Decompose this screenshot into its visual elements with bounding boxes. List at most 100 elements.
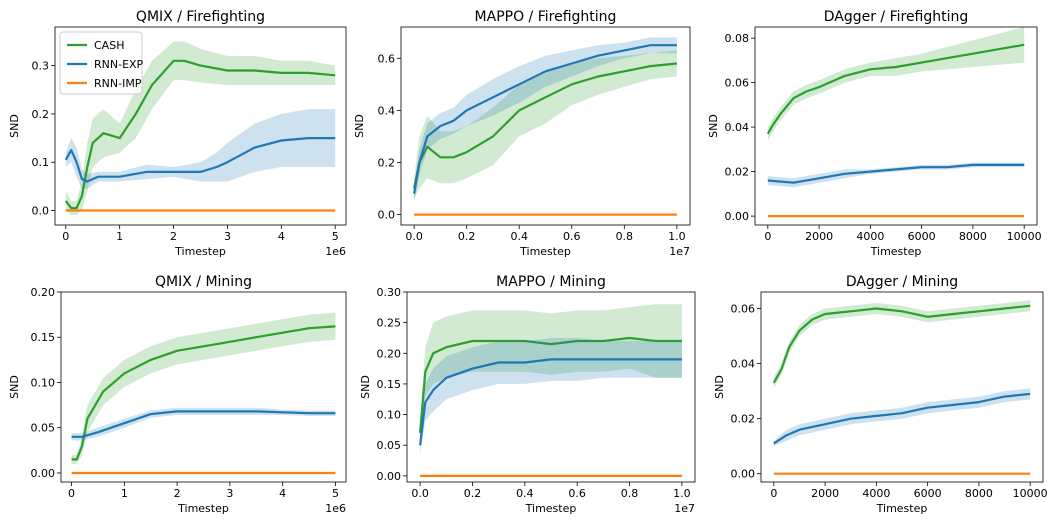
subplot-5: MAPPO / Mining 0.0 0.2 0.4 0.6 0.8 1.0 0.00 0.05… [359,274,696,515]
subplot-title: QMIX / Firefighting [136,9,265,25]
axes-frame [406,291,696,483]
y-tick-label: 0.20 [377,347,402,360]
x-tick-label: 0.2 [464,487,482,500]
series-line-cash [766,43,1025,135]
subplot-2: MAPPO / Firefighting 0.0 0.2 0.4 0.6 0.8 1.0 0.… [353,9,691,258]
x-tick-label: 0.6 [563,230,581,243]
band-cash [773,300,1031,389]
y-tick-label: 0.30 [377,286,402,299]
x-axis-label: Timestep [870,245,922,258]
y-axis-label: SND [8,375,21,399]
band-rnn-exp [65,109,336,189]
x-tick-label: 3 [224,230,231,243]
x-tick-label: 0.0 [405,230,423,243]
x-tick-label: 5 [332,230,339,243]
x-tick-label: 1.0 [673,487,691,500]
subplot-1: QMIX / Firefighting 0 1 2 3 4 5 0.0 0.1 0.2 0.3 Tim… [8,9,347,258]
band-cash [65,41,336,216]
series-line-rnn-exp [71,410,336,438]
y-tick-label: 0.04 [725,121,750,134]
subplot-6: DAgger / Mining 0 2000 4000 6000 8000 10000 0.0… [713,274,1048,515]
subplot-title: DAgger / Firefighting [824,9,969,25]
subplot-title: QMIX / Mining [155,274,252,290]
x-tick-label: 0 [68,487,75,500]
x-tick-label: 10000 [1013,487,1048,500]
y-axis-label: SND [8,114,21,138]
y-tick-label: 0.06 [731,303,756,316]
axes-frame [754,26,1038,226]
y-tick-label: 0.0 [378,209,396,222]
y-axis-label: SND [353,114,366,138]
band-rnn-exp [420,338,682,455]
x-tick-label: 0.4 [516,487,534,500]
x-tick-label: 5 [332,487,339,500]
y-tick-label: 0.05 [377,439,402,452]
series-line-rnn-exp [64,137,336,183]
band-cash [71,312,336,464]
y-tick-label: 0.05 [31,422,56,435]
series-line-rnn-exp [773,392,1031,445]
y-tick-label: 0.1 [32,156,50,169]
y-tick-label: 0.20 [31,286,56,299]
x-tick-label: 0.8 [621,487,639,500]
subplot-title: DAgger / Mining [846,274,958,290]
series-line-rnn-exp [419,358,682,446]
y-tick-label: 0.2 [32,108,50,121]
x-tick-label: 0 [62,230,69,243]
x-axis-label: Timestep [876,502,928,515]
x-tick-label: 2000 [805,230,833,243]
y-tick-label: 0.2 [378,156,396,169]
y-tick-label: 0.06 [725,77,750,90]
legend-entry-cash: CASH [94,39,124,52]
band-cash [767,27,1025,141]
y-tick-label: 0.00 [725,210,750,223]
y-tick-label: 0.0 [32,205,50,218]
x-tick-label: 0 [770,487,777,500]
axes-frame [400,26,691,226]
subplot-3: DAgger / Firefighting 0 2000 4000 6000 8000 10… [707,9,1042,258]
y-axis-label: SND [707,114,720,138]
axes-frame [760,291,1044,483]
series-line-cash [71,325,336,461]
band-cash [414,50,677,199]
x-axis-label: Timestep [174,245,226,258]
x-tick-label: 6000 [914,487,942,500]
legend-box [59,31,143,95]
x-tick-label: 6000 [908,230,936,243]
x-tick-label: 0.8 [616,230,634,243]
legend-entry-rnn-imp: RNN-IMP [94,77,142,90]
y-tick-label: 0.04 [731,358,756,371]
x-tick-label: 2 [170,230,177,243]
y-tick-label: 0.15 [377,378,402,391]
x-tick-label: 4 [279,487,286,500]
x-tick-label: 2000 [811,487,839,500]
band-rnn-exp [767,162,1025,188]
subplot-title: MAPPO / Mining [496,274,606,290]
series-line-rnn-exp [767,163,1025,184]
x-axis-label: Timestep [525,502,577,515]
x-offset-label: 1e6 [325,502,346,515]
x-tick-label: 10000 [1007,230,1042,243]
y-tick-label: 0.10 [31,376,56,389]
y-tick-label: 0.6 [378,52,396,65]
y-tick-label: 0.4 [378,104,396,117]
y-tick-label: 0.00 [377,470,402,483]
x-tick-label: 0.4 [510,230,528,243]
x-axis-label: Timestep [519,245,571,258]
band-rnn-exp [71,407,336,441]
x-tick-label: 0.0 [411,487,429,500]
x-tick-label: 4000 [856,230,884,243]
x-tick-label: 0.6 [568,487,586,500]
x-tick-label: 0.2 [458,230,476,243]
x-axis-label: Timestep [177,502,229,515]
x-tick-label: 1 [121,487,128,500]
y-tick-label: 0.25 [377,317,402,330]
y-tick-label: 0.00 [731,468,756,481]
x-offset-label: 1e7 [674,502,695,515]
x-tick-label: 1.0 [668,230,686,243]
y-tick-label: 0.02 [725,166,750,179]
x-tick-label: 3 [226,487,233,500]
x-tick-label: 8000 [959,230,987,243]
x-offset-label: 1e6 [325,245,346,258]
